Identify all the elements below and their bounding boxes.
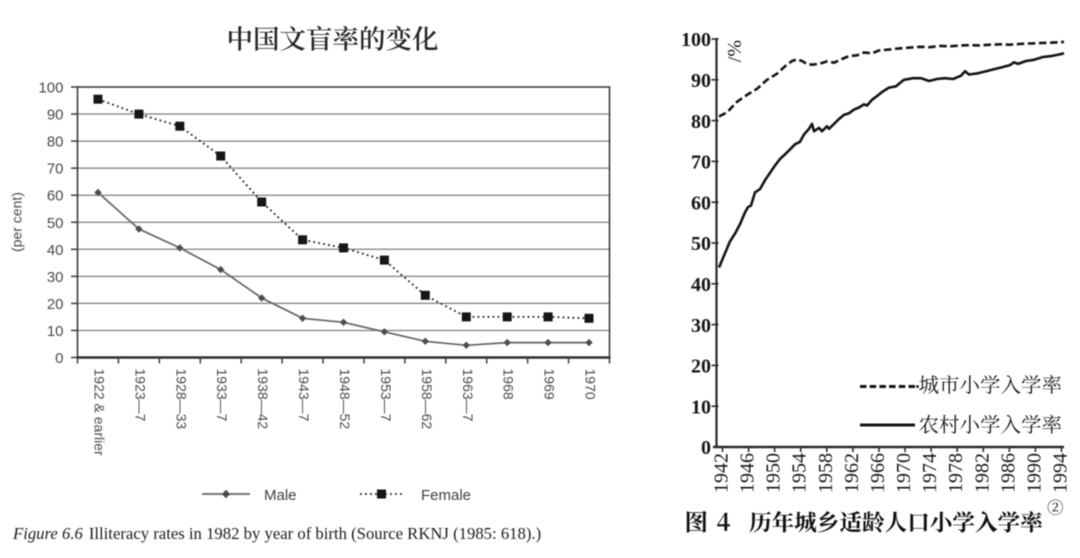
svg-text:0: 0: [701, 437, 711, 459]
svg-text:1948—52: 1948—52: [337, 369, 353, 430]
svg-text:40: 40: [47, 242, 64, 259]
svg-text:1958: 1958: [815, 453, 837, 493]
svg-text:90: 90: [47, 107, 64, 124]
svg-text:1974: 1974: [919, 453, 941, 493]
svg-text:1962: 1962: [841, 453, 863, 493]
svg-text:100: 100: [38, 80, 63, 97]
svg-text:Male: Male: [264, 487, 297, 504]
svg-text:30: 30: [47, 269, 64, 286]
svg-text:1970: 1970: [893, 453, 915, 493]
svg-text:60: 60: [691, 192, 711, 214]
svg-text:50: 50: [47, 215, 64, 232]
svg-text:1970: 1970: [583, 369, 599, 400]
svg-text:1943—7: 1943—7: [296, 369, 312, 422]
svg-text:1954: 1954: [789, 453, 811, 493]
svg-text:1958—62: 1958—62: [419, 369, 435, 430]
svg-text:Female: Female: [421, 487, 471, 504]
svg-text:1938—42: 1938—42: [255, 369, 271, 430]
svg-text:1978: 1978: [945, 453, 967, 493]
svg-text:1923—7: 1923—7: [132, 369, 148, 422]
svg-text:0: 0: [55, 350, 63, 367]
svg-text:10: 10: [691, 396, 711, 418]
svg-text:(per cent): (per cent): [9, 192, 25, 252]
svg-text:50: 50: [691, 233, 711, 255]
svg-text:1933—7: 1933—7: [214, 369, 230, 422]
svg-text:1922 & earlier: 1922 & earlier: [91, 369, 107, 457]
svg-text:1942: 1942: [711, 453, 733, 493]
svg-text:1946: 1946: [737, 453, 759, 493]
svg-text:1982: 1982: [971, 453, 993, 493]
svg-text:30: 30: [691, 315, 711, 337]
svg-text:70: 70: [47, 161, 64, 178]
svg-text:1963—7: 1963—7: [460, 369, 476, 422]
svg-text:1953—7: 1953—7: [378, 369, 394, 422]
svg-text:20: 20: [47, 296, 64, 313]
svg-text:10: 10: [47, 323, 64, 340]
svg-text:1994: 1994: [1050, 453, 1072, 493]
svg-text:40: 40: [691, 274, 711, 296]
svg-text:1966: 1966: [867, 453, 889, 493]
svg-text:80: 80: [47, 134, 64, 151]
svg-text:90: 90: [691, 70, 711, 92]
svg-text:1986: 1986: [997, 453, 1019, 493]
svg-text:70: 70: [691, 152, 711, 174]
svg-text:1968: 1968: [501, 369, 517, 400]
svg-text:/%: /%: [724, 40, 746, 62]
svg-text:20: 20: [691, 356, 711, 378]
svg-text:80: 80: [691, 111, 711, 133]
svg-text:1950: 1950: [763, 453, 785, 493]
svg-text:1990: 1990: [1023, 453, 1045, 493]
svg-text:1928—33: 1928—33: [173, 369, 189, 430]
svg-text:1969: 1969: [542, 369, 558, 400]
svg-text:100: 100: [681, 29, 711, 51]
svg-text:60: 60: [47, 188, 64, 205]
